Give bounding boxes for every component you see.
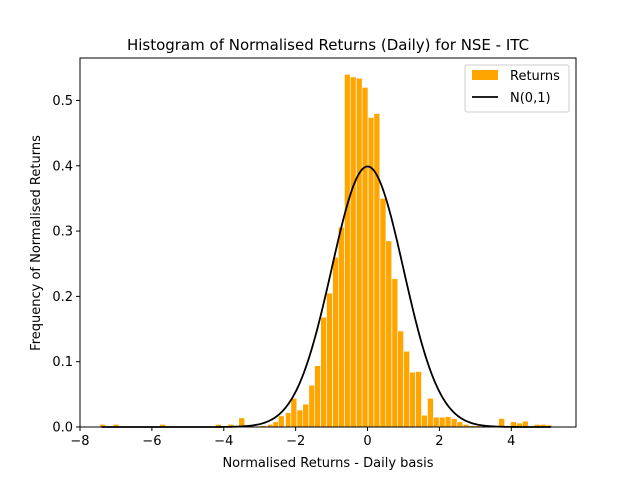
x-tick-label: −8: [70, 434, 89, 449]
histogram-bar: [409, 371, 416, 428]
histogram-bar: [320, 316, 327, 428]
histogram-bar: [272, 421, 280, 428]
histogram-bar: [421, 414, 428, 428]
x-tick-label: −6: [142, 434, 161, 449]
histogram-bar: [314, 365, 321, 428]
histogram-bar: [308, 384, 316, 428]
histogram-bar: [338, 226, 345, 428]
y-tick-label: 0.5: [52, 94, 73, 109]
histogram-bar: [444, 416, 452, 428]
histogram-bar: [349, 76, 357, 428]
histogram-bar: [427, 397, 434, 428]
histogram-bar: [373, 113, 381, 428]
histogram-bar: [355, 77, 363, 428]
legend-returns-label: Returns: [510, 69, 560, 84]
histogram-bar: [397, 330, 404, 428]
histogram-bar: [498, 418, 505, 428]
histogram-bar: [415, 371, 422, 428]
histogram-bar: [296, 409, 304, 428]
y-tick-label: 0.1: [52, 355, 73, 370]
histogram-bar: [450, 418, 458, 428]
y-tick-label: 0.4: [52, 159, 73, 174]
y-tick-label: 0.2: [52, 290, 73, 305]
x-axis-ticks: −8 −6 −4 −2 0 2 4: [70, 427, 515, 449]
y-tick-label: 0.3: [52, 225, 73, 240]
histogram-bar: [290, 397, 298, 428]
histogram-bar: [332, 256, 339, 428]
legend: Returns N(0,1): [464, 64, 570, 113]
x-axis-label: Normalised Returns - Daily basis: [222, 456, 433, 471]
y-axis-ticks: 0.0 0.1 0.2 0.3 0.4 0.5: [52, 94, 80, 436]
x-tick-label: 0: [363, 434, 371, 449]
histogram-bar: [432, 416, 440, 428]
x-tick-label: −4: [214, 434, 233, 449]
histogram-bar: [361, 87, 369, 428]
histogram-bar: [439, 416, 446, 428]
x-tick-label: 4: [507, 434, 515, 449]
histogram-bar: [326, 292, 333, 428]
histogram-bar: [367, 117, 375, 428]
histogram-bar: [385, 240, 393, 428]
legend-normal-label: N(0,1): [510, 91, 551, 106]
histogram-bar: [403, 350, 410, 428]
histogram-bar: [278, 415, 285, 428]
histogram-bar: [379, 198, 387, 428]
histogram-bar: [456, 421, 464, 428]
x-tick-label: −2: [286, 434, 305, 449]
histogram-bar: [344, 74, 351, 428]
x-tick-label: 2: [435, 434, 443, 449]
y-axis-label: Frequency of Normalised Returns: [29, 135, 44, 351]
histogram-bar: [285, 412, 292, 428]
chart-title: Histogram of Normalised Returns (Daily) …: [127, 36, 529, 54]
histogram-bar: [391, 278, 399, 428]
legend-returns-swatch: [472, 70, 498, 80]
histogram-bar: [302, 403, 309, 428]
plot-area-frame: [79, 57, 577, 428]
y-tick-label: 0.0: [52, 421, 73, 436]
